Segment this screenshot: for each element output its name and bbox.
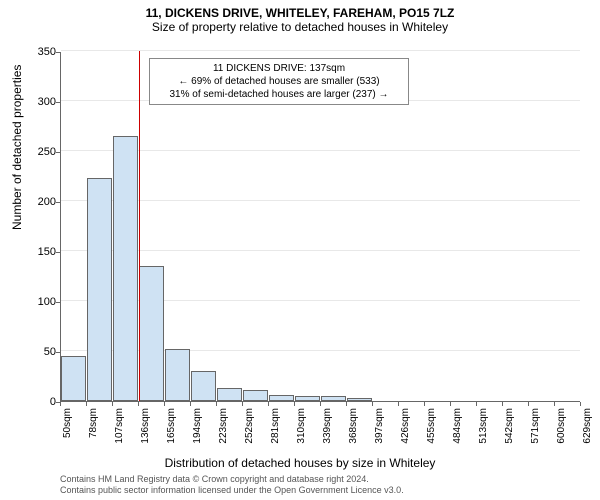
x-tick-label: 136sqm [140,408,151,448]
x-tick-label: 600sqm [556,408,567,448]
x-tick-label: 310sqm [296,408,307,448]
x-tick-mark [112,402,113,406]
x-tick-label: 194sqm [192,408,203,448]
subtitle: Size of property relative to detached ho… [0,20,600,34]
x-tick-label: 78sqm [88,408,99,448]
x-tick-mark [346,402,347,406]
y-tick-label: 150 [28,246,56,258]
x-tick-label: 484sqm [452,408,463,448]
x-tick-mark [190,402,191,406]
plot-area: 11 DICKENS DRIVE: 137sqm← 69% of detache… [60,52,580,402]
histogram-bar [243,390,268,401]
y-tick-label: 200 [28,196,56,208]
annotation-line: 11 DICKENS DRIVE: 137sqm [156,62,402,75]
highlight-line [139,51,140,401]
y-tick-label: 350 [28,46,56,58]
x-tick-label: 165sqm [166,408,177,448]
x-tick-label: 252sqm [244,408,255,448]
x-tick-label: 281sqm [270,408,281,448]
x-axis-label: Distribution of detached houses by size … [0,456,600,470]
y-tick-mark [56,302,60,303]
main-title: 11, DICKENS DRIVE, WHITELEY, FAREHAM, PO… [0,6,600,20]
y-tick-label: 0 [28,396,56,408]
x-tick-mark [242,402,243,406]
x-tick-label: 397sqm [374,408,385,448]
x-tick-label: 50sqm [62,408,73,448]
y-tick-label: 100 [28,296,56,308]
x-tick-mark [372,402,373,406]
x-tick-label: 368sqm [348,408,359,448]
y-tick-label: 50 [28,346,56,358]
histogram-bar [191,371,216,401]
histogram-bar [347,398,372,401]
x-tick-mark [424,402,425,406]
x-tick-mark [528,402,529,406]
x-tick-label: 455sqm [426,408,437,448]
x-tick-label: 629sqm [582,408,593,448]
title-area: 11, DICKENS DRIVE, WHITELEY, FAREHAM, PO… [0,6,600,34]
histogram-bar [61,356,86,401]
histogram-bar [113,136,138,401]
x-tick-mark [450,402,451,406]
footer: Contains HM Land Registry data © Crown c… [60,474,404,496]
histogram-bar [269,395,294,401]
footer-line2: Contains public sector information licen… [60,485,404,496]
y-tick-label: 300 [28,96,56,108]
histogram-bar [165,349,190,401]
x-tick-mark [216,402,217,406]
x-tick-mark [502,402,503,406]
x-tick-mark [320,402,321,406]
y-tick-mark [56,252,60,253]
histogram-bar [87,178,112,401]
annotation-line: 31% of semi-detached houses are larger (… [156,88,402,101]
x-tick-label: 571sqm [530,408,541,448]
x-tick-mark [138,402,139,406]
y-tick-mark [56,52,60,53]
x-tick-label: 513sqm [478,408,489,448]
y-tick-mark [56,152,60,153]
x-tick-label: 426sqm [400,408,411,448]
x-tick-label: 107sqm [114,408,125,448]
x-tick-mark [580,402,581,406]
y-tick-label: 250 [28,146,56,158]
x-tick-label: 339sqm [322,408,333,448]
y-tick-mark [56,102,60,103]
x-tick-label: 223sqm [218,408,229,448]
y-tick-mark [56,202,60,203]
y-axis-label: Number of detached properties [10,65,24,230]
x-tick-label: 542sqm [504,408,515,448]
x-tick-mark [476,402,477,406]
annotation-line: ← 69% of detached houses are smaller (53… [156,75,402,88]
annotation-box: 11 DICKENS DRIVE: 137sqm← 69% of detache… [149,58,409,105]
x-tick-mark [60,402,61,406]
x-tick-mark [164,402,165,406]
x-tick-mark [554,402,555,406]
y-tick-mark [56,352,60,353]
footer-line1: Contains HM Land Registry data © Crown c… [60,474,404,485]
x-tick-mark [268,402,269,406]
histogram-bar [217,388,242,401]
x-tick-mark [398,402,399,406]
histogram-bar [139,266,164,401]
x-tick-mark [86,402,87,406]
histogram-bar [321,396,346,401]
x-tick-mark [294,402,295,406]
histogram-bar [295,396,320,401]
